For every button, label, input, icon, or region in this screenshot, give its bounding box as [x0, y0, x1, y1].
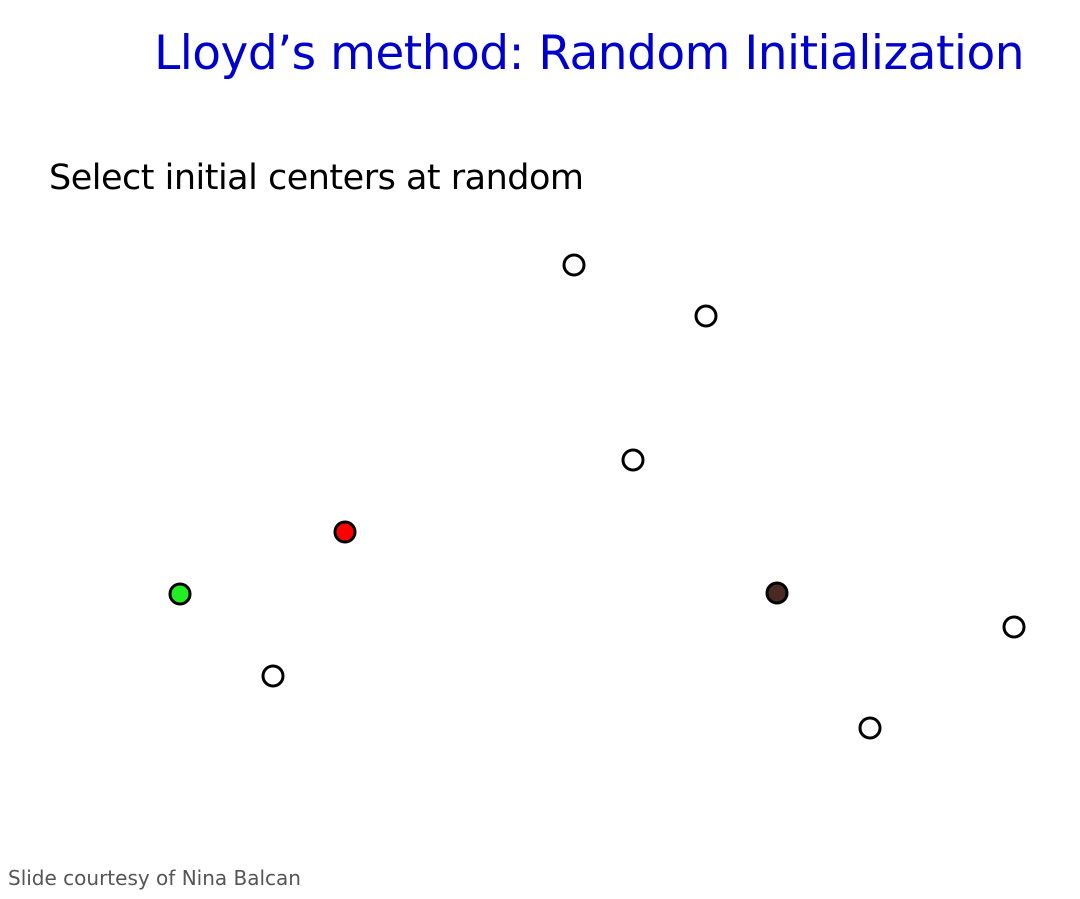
data-point — [621, 448, 645, 472]
center-point-red — [333, 520, 357, 544]
slide-credit: Slide courtesy of Nina Balcan — [8, 866, 301, 890]
data-point — [261, 664, 285, 688]
data-point — [858, 716, 882, 740]
slide-title: Lloyd’s method: Random Initialization — [154, 26, 1024, 81]
slide-subtitle: Select initial centers at random — [49, 158, 584, 198]
data-point — [562, 253, 586, 277]
center-point-green — [168, 582, 192, 606]
data-point — [694, 304, 718, 328]
data-point — [1002, 615, 1026, 639]
center-point-brown — [765, 581, 789, 605]
